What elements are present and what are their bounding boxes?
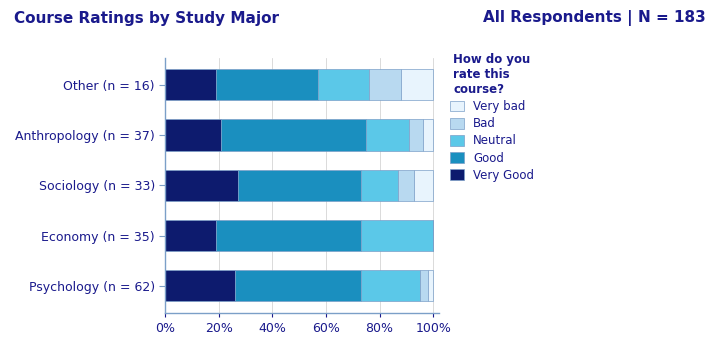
Bar [398, 170, 415, 201]
Bar [165, 220, 216, 251]
Bar [361, 170, 398, 201]
Bar [235, 270, 361, 301]
Bar [428, 270, 433, 301]
Bar [216, 69, 318, 100]
Bar [420, 270, 428, 301]
Bar [318, 69, 369, 100]
Bar [401, 69, 433, 100]
Bar [238, 170, 361, 201]
Bar [366, 119, 409, 150]
Text: Course Ratings by Study Major: Course Ratings by Study Major [14, 10, 279, 26]
Legend: Very bad, Bad, Neutral, Good, Very Good: Very bad, Bad, Neutral, Good, Very Good [447, 51, 536, 184]
Bar [409, 119, 423, 150]
Bar [165, 119, 222, 150]
Text: All Respondents | N = 183: All Respondents | N = 183 [483, 10, 706, 27]
Bar [415, 170, 433, 201]
Bar [361, 220, 433, 251]
Bar [165, 170, 238, 201]
Bar [165, 69, 216, 100]
Bar [216, 220, 361, 251]
Bar [369, 69, 401, 100]
Bar [423, 119, 433, 150]
Bar [361, 270, 420, 301]
Bar [222, 119, 366, 150]
Bar [165, 270, 235, 301]
